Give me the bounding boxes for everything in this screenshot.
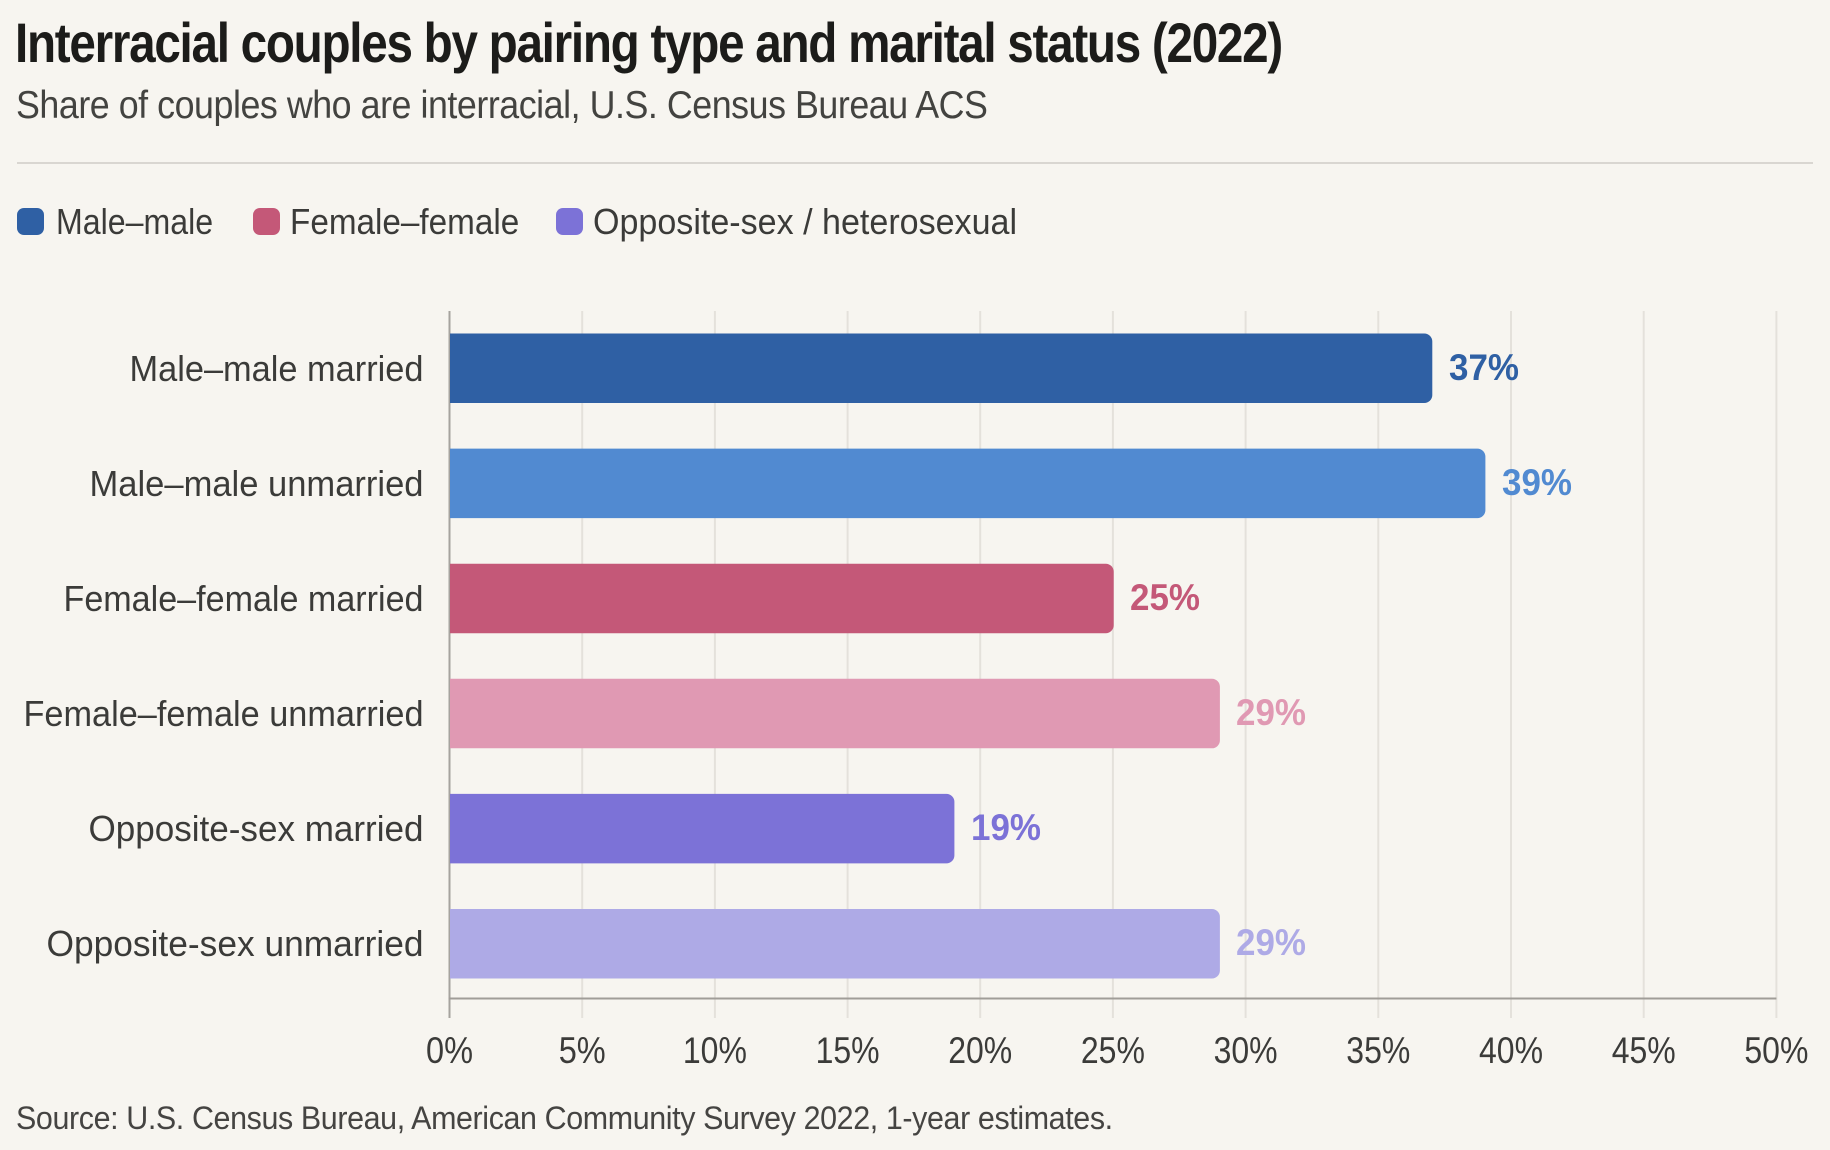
svg-text:20%: 20% <box>948 1030 1012 1071</box>
svg-text:19%: 19% <box>971 807 1041 848</box>
svg-text:30%: 30% <box>1214 1030 1278 1071</box>
svg-text:Female–female unmarried: Female–female unmarried <box>24 693 424 734</box>
svg-text:25%: 25% <box>1130 577 1200 618</box>
svg-text:50%: 50% <box>1744 1030 1808 1071</box>
svg-text:39%: 39% <box>1502 462 1572 503</box>
svg-text:29%: 29% <box>1236 692 1306 733</box>
svg-text:Opposite-sex unmarried: Opposite-sex unmarried <box>47 923 424 964</box>
svg-text:Opposite-sex married: Opposite-sex married <box>89 808 424 849</box>
svg-text:Male–male married: Male–male married <box>130 348 424 389</box>
svg-text:Male–male unmarried: Male–male unmarried <box>90 463 424 504</box>
svg-text:45%: 45% <box>1612 1030 1676 1071</box>
svg-text:Female–female married: Female–female married <box>64 578 424 619</box>
svg-text:29%: 29% <box>1236 922 1306 963</box>
svg-text:10%: 10% <box>683 1030 747 1071</box>
svg-text:25%: 25% <box>1081 1030 1145 1071</box>
svg-text:37%: 37% <box>1449 347 1519 388</box>
svg-text:35%: 35% <box>1346 1030 1410 1071</box>
svg-text:5%: 5% <box>559 1030 606 1071</box>
svg-text:0%: 0% <box>426 1030 473 1071</box>
svg-text:40%: 40% <box>1479 1030 1543 1071</box>
svg-text:15%: 15% <box>816 1030 880 1071</box>
